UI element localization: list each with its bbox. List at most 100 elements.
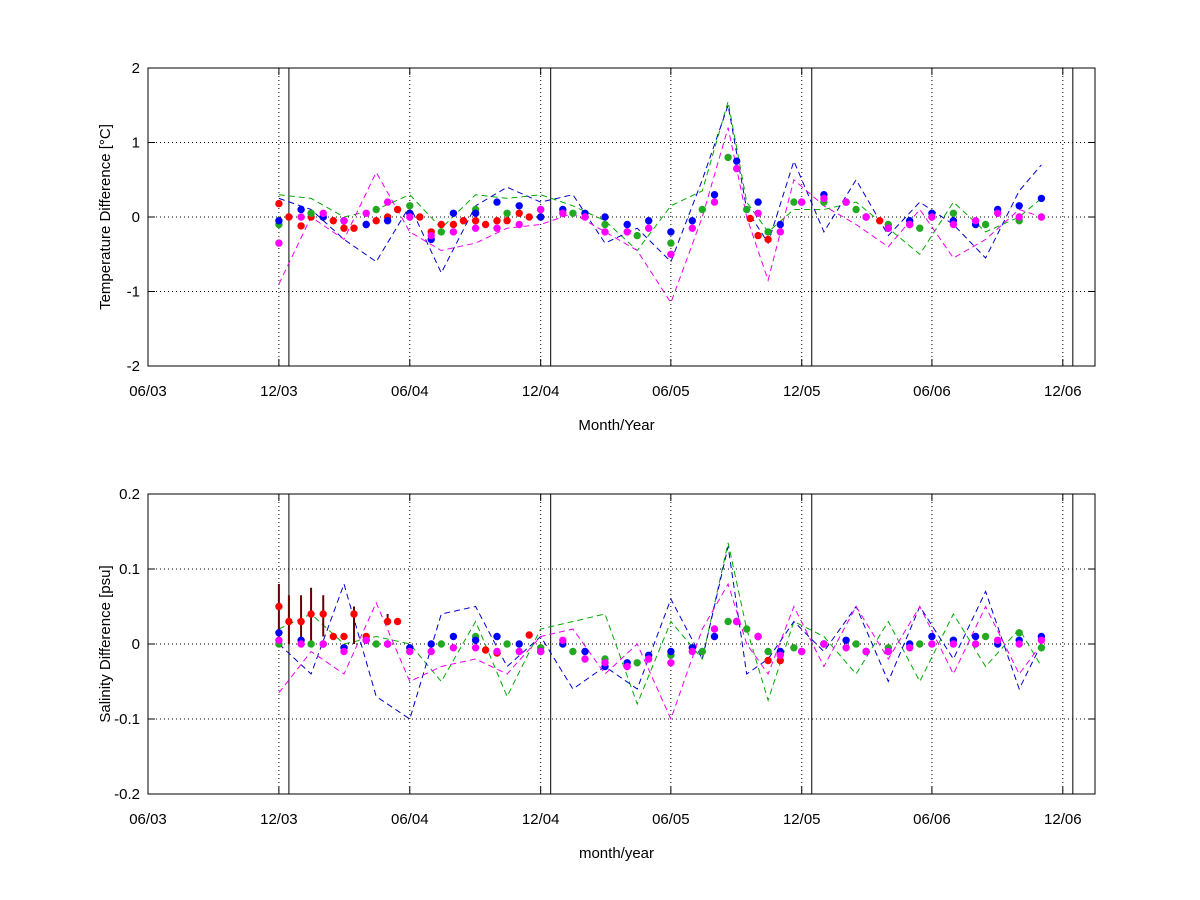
data-point <box>764 656 772 665</box>
x-tick-label: 12/05 <box>783 811 821 828</box>
data-point <box>842 636 850 644</box>
data-point <box>493 217 501 225</box>
data-point <box>754 198 762 206</box>
x-tick-label: 06/04 <box>391 383 429 400</box>
data-point <box>994 209 1002 218</box>
data-point <box>350 610 358 618</box>
data-point <box>981 632 990 641</box>
data-point <box>852 640 860 648</box>
data-point <box>790 644 798 652</box>
data-point <box>743 625 751 633</box>
data-point <box>503 217 511 225</box>
data-point <box>297 617 305 626</box>
data-point <box>471 217 480 225</box>
data-point <box>319 640 327 648</box>
data-point <box>449 228 458 236</box>
data-point <box>307 610 315 618</box>
y-axis-label: Temperature Difference [°C] <box>97 124 114 310</box>
dashed-series-line <box>278 103 1042 275</box>
data-point <box>949 209 958 218</box>
data-point <box>820 640 828 648</box>
data-point <box>1037 194 1046 203</box>
dashed-series-line <box>278 582 1042 721</box>
data-point <box>383 640 392 648</box>
data-point <box>820 194 828 203</box>
data-point <box>537 647 545 656</box>
data-point <box>362 636 370 644</box>
x-tick-label: 06/03 <box>129 811 167 828</box>
data-point <box>754 632 762 641</box>
data-point <box>537 205 545 214</box>
data-point <box>416 213 424 221</box>
x-tick-label: 06/04 <box>391 811 429 828</box>
data-point <box>633 231 641 240</box>
data-point <box>928 213 936 221</box>
data-point <box>471 224 480 232</box>
data-point <box>764 228 772 236</box>
data-point <box>297 640 305 648</box>
data-point <box>319 209 327 218</box>
data-point <box>601 659 609 667</box>
dashed-series-line <box>278 101 1042 256</box>
data-point <box>285 617 293 626</box>
x-tick-label: 12/06 <box>1044 383 1082 400</box>
data-point <box>667 647 675 656</box>
data-point <box>688 217 696 225</box>
data-point <box>340 632 348 641</box>
data-point <box>764 647 772 656</box>
data-point <box>503 640 511 648</box>
data-point <box>764 235 772 244</box>
data-point <box>733 164 741 173</box>
data-point <box>307 640 315 648</box>
data-point <box>1015 629 1023 637</box>
data-point <box>383 617 392 626</box>
data-point <box>275 636 283 644</box>
data-point <box>459 217 468 225</box>
x-tick-label: 06/06 <box>913 811 951 828</box>
data-point <box>481 646 490 654</box>
data-point <box>776 220 784 229</box>
data-point <box>307 209 315 218</box>
data-point <box>449 644 458 652</box>
data-point <box>645 217 653 225</box>
data-point <box>906 644 914 652</box>
data-point <box>798 647 806 656</box>
data-point <box>633 659 641 667</box>
data-point <box>525 631 533 639</box>
data-point <box>842 644 850 652</box>
data-point <box>515 202 523 210</box>
data-point <box>493 198 501 206</box>
data-point <box>493 647 501 656</box>
data-point <box>362 220 370 229</box>
data-point <box>515 209 523 218</box>
data-point <box>449 209 458 218</box>
data-point <box>559 636 567 644</box>
data-point <box>667 239 675 247</box>
data-point <box>481 220 490 229</box>
x-tick-label: 06/06 <box>913 383 951 400</box>
data-point <box>743 205 751 214</box>
data-point <box>710 625 719 633</box>
data-point <box>623 228 631 236</box>
data-point <box>393 205 402 214</box>
x-tick-label: 06/03 <box>129 383 167 400</box>
data-point <box>406 647 414 656</box>
data-point <box>1015 213 1023 221</box>
data-point <box>406 202 414 210</box>
data-point <box>601 213 609 221</box>
data-point <box>275 629 283 637</box>
y-tick-label: 0 <box>132 636 140 653</box>
data-point <box>746 214 754 223</box>
data-point <box>724 153 732 162</box>
data-point <box>340 224 348 232</box>
data-point <box>1037 644 1046 652</box>
data-point <box>372 217 380 225</box>
data-point <box>372 205 380 214</box>
data-point <box>383 198 392 206</box>
data-point <box>372 640 380 648</box>
data-point <box>981 220 990 229</box>
data-point <box>971 217 980 225</box>
data-point <box>667 659 675 667</box>
data-point <box>916 640 924 648</box>
data-point <box>515 647 523 656</box>
